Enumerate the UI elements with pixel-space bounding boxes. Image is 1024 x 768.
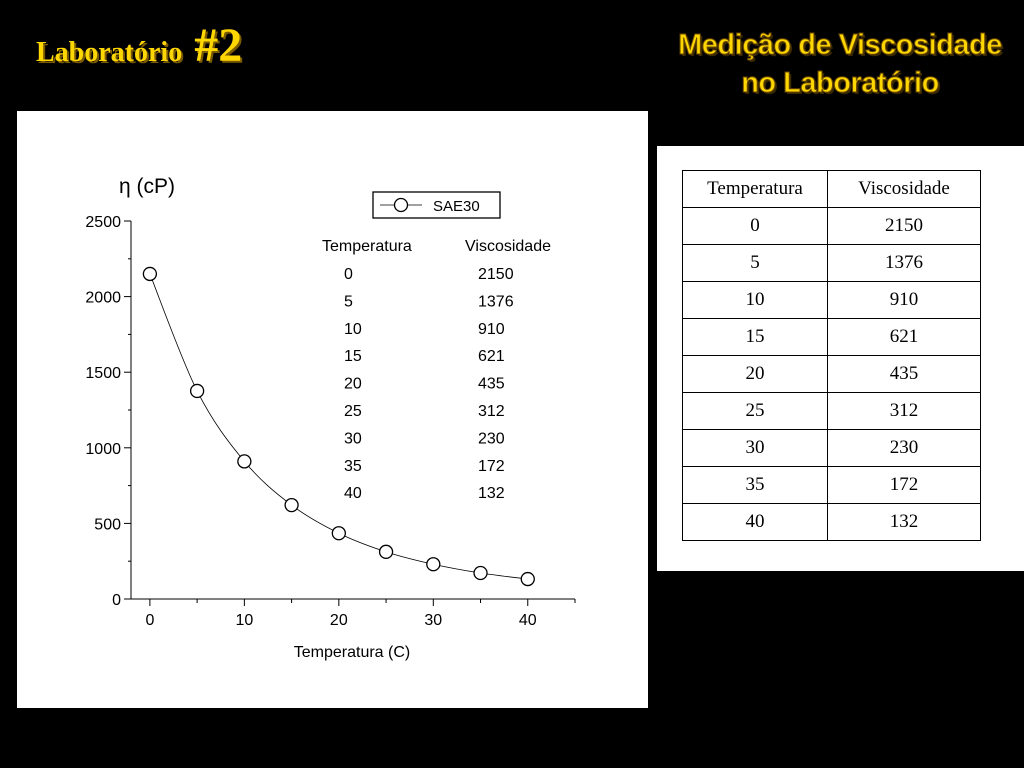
table-cell-viscosidade: 1376	[827, 244, 981, 282]
x-tick-label: 0	[145, 612, 154, 629]
y-tick-label: 0	[112, 592, 121, 609]
table-cell-viscosidade: 312	[827, 392, 981, 430]
table-cell-temperatura: 0	[682, 207, 828, 245]
table-cell-temperatura: 40	[682, 503, 828, 541]
table-cell-temperatura: 35	[682, 466, 828, 504]
table-row: 25 312	[682, 392, 981, 430]
inset-cell-temperatura: 25	[344, 403, 362, 420]
inset-cell-viscosidade: 132	[478, 485, 505, 502]
table-cell-temperatura: 30	[682, 429, 828, 467]
table-row: 15 621	[682, 318, 981, 356]
chart-panel: 0 500 1000 1500 2000 2500 0 10 20 30 40 η (cP) Tempe…	[17, 111, 648, 708]
inset-cell-temperatura: 35	[344, 458, 362, 475]
y-tick-label: 2000	[85, 290, 121, 307]
slide-title-number: #2	[194, 19, 243, 72]
inset-cell-temperatura: 15	[344, 348, 362, 365]
inset-cell-viscosidade: 312	[478, 403, 505, 420]
table-cell-temperatura: 15	[682, 318, 828, 356]
inset-cell-viscosidade: 1376	[478, 293, 514, 310]
table-cell-viscosidade: 230	[827, 429, 981, 467]
table-cell-temperatura: 10	[682, 281, 828, 319]
table-cell-temperatura: 5	[682, 244, 828, 282]
inset-cell-temperatura: 40	[344, 485, 362, 502]
table-header-viscosidade: Viscosidade	[827, 170, 981, 208]
table-cell-viscosidade: 132	[827, 503, 981, 541]
x-tick-label: 10	[235, 612, 253, 629]
table-header-temperatura: Temperatura	[682, 170, 828, 208]
slide-subtitle-line-1: Medição de Viscosidade	[678, 29, 1003, 62]
table-cell-viscosidade: 172	[827, 466, 981, 504]
inset-header-temperatura: Temperatura	[322, 238, 412, 255]
inset-cell-temperatura: 10	[344, 321, 362, 338]
slide-title: Laboratório #2	[36, 18, 242, 73]
data-point	[284, 497, 299, 513]
y-tick-label: 2500	[85, 214, 121, 231]
slide-title-text: Laboratório	[36, 37, 183, 68]
table-header-row: Temperatura Viscosidade	[682, 170, 981, 208]
table-row: 40 132	[682, 503, 981, 541]
inset-cell-temperatura: 0	[344, 266, 353, 283]
table-body: 0 2150 5 1376 10 910 15 621 20 435 25 312 30 230 35 172…	[682, 207, 981, 541]
inset-cell-viscosidade: 621	[478, 348, 505, 365]
inset-cell-viscosidade: 435	[478, 376, 505, 393]
table-cell-viscosidade: 2150	[827, 207, 981, 245]
y-axis-label: η (cP)	[119, 175, 175, 198]
table-row: 35 172	[682, 466, 981, 504]
legend-label: SAE30	[433, 198, 480, 215]
data-point	[473, 565, 488, 581]
x-tick-label: 40	[519, 612, 537, 629]
data-point	[520, 571, 535, 587]
y-tick-label: 1500	[85, 365, 121, 382]
table-row: 0 2150	[682, 207, 981, 245]
table-row: 30 230	[682, 429, 981, 467]
data-point	[426, 557, 441, 572]
table-cell-temperatura: 25	[682, 392, 828, 430]
x-axis-label: Temperatura (C)	[294, 644, 410, 661]
table-cell-viscosidade: 621	[827, 318, 981, 356]
y-tick-label: 1000	[85, 441, 121, 458]
table-cell-viscosidade: 910	[827, 281, 981, 319]
inset-cell-viscosidade: 230	[478, 430, 505, 447]
inset-cell-temperatura: 5	[344, 293, 353, 310]
legend-marker	[393, 197, 409, 213]
data-point	[189, 383, 205, 399]
table-row: 10 910	[682, 281, 981, 319]
data-point	[237, 454, 252, 469]
inset-header-viscosidade: Viscosidade	[465, 238, 551, 255]
table-cell-temperatura: 20	[682, 355, 828, 393]
inset-cell-temperatura: 30	[344, 430, 362, 447]
data-point	[331, 526, 346, 541]
viscosity-chart: 0 500 1000 1500 2000 2500 0 10 20 30 40 η (cP) Tempe…	[85, 175, 576, 661]
x-tick-label: 30	[424, 612, 442, 629]
data-point	[142, 266, 158, 282]
inset-cell-viscosidade: 910	[478, 321, 505, 338]
y-tick-label: 500	[94, 516, 121, 533]
table-panel: Temperatura Viscosidade 0 2150 5 1376 10 910 1…	[657, 146, 1024, 571]
x-tick-label: 20	[330, 612, 348, 629]
slide-subtitle: Medição de Viscosidade no Laboratório	[640, 26, 1024, 102]
inset-cell-viscosidade: 2150	[478, 266, 514, 283]
slide-subtitle-line-2: no Laboratório	[741, 67, 940, 100]
table-row: 20 435	[682, 355, 981, 393]
inset-cell-viscosidade: 172	[478, 458, 505, 475]
data-point	[378, 544, 394, 559]
viscosity-table: Temperatura Viscosidade 0 2150 5 1376 10 910 1…	[682, 170, 981, 541]
table-cell-viscosidade: 435	[827, 355, 981, 393]
inset-cell-temperatura: 20	[344, 376, 362, 393]
table-row: 5 1376	[682, 244, 981, 282]
